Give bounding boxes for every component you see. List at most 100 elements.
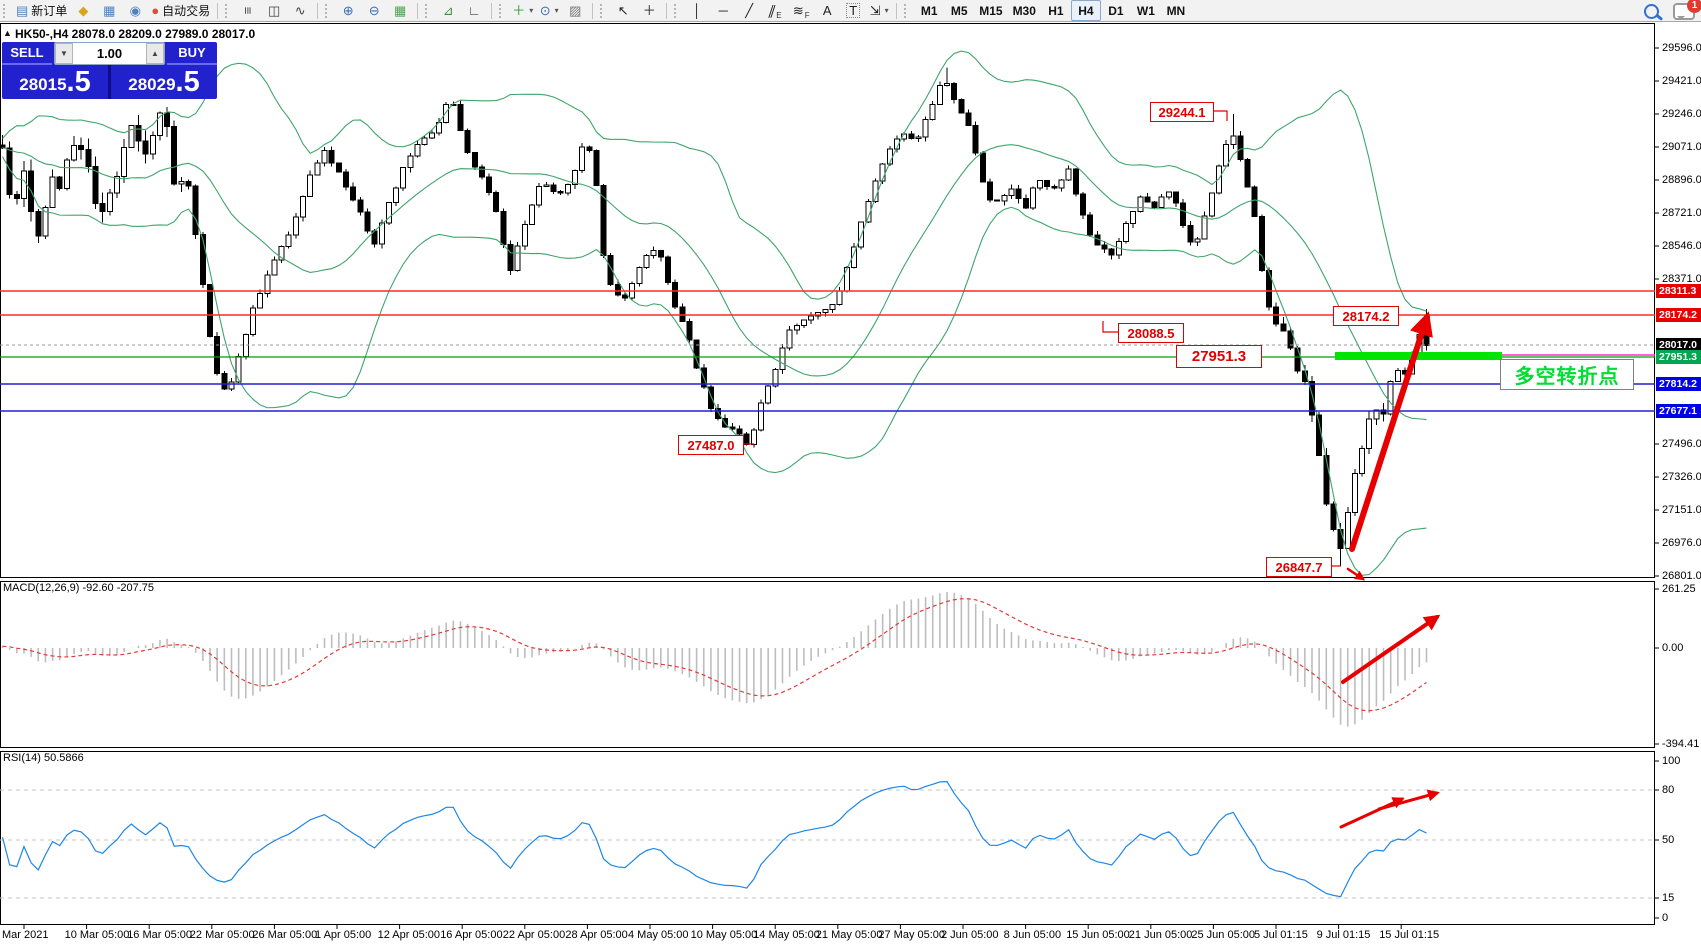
x-axis-label: 2 Jun 05:00: [941, 929, 999, 941]
vertical-line-button[interactable]: │: [684, 0, 710, 21]
zoom-out-button[interactable]: ⊖: [361, 0, 387, 21]
macd-axis-label: 261.25: [1662, 583, 1696, 595]
tf-m1[interactable]: M1: [914, 0, 944, 21]
channel-button[interactable]: ∥ E: [762, 0, 788, 21]
indicators-button[interactable]: ＋ ▾: [509, 0, 536, 21]
line-chart-button[interactable]: ∿: [287, 0, 313, 21]
sell-price[interactable]: 28015.5: [19, 66, 91, 98]
price-annotation[interactable]: 28088.5: [1118, 323, 1184, 343]
x-axis-label: 22 Mar 05:00: [189, 929, 255, 941]
volume-stepper[interactable]: ▼ 1.00 ▲: [54, 42, 165, 65]
signals-button[interactable]: ◉: [122, 0, 148, 21]
buy-price[interactable]: 28029.5: [128, 66, 200, 98]
dropdown-caret-icon[interactable]: ▾: [884, 6, 889, 15]
trend-arrow[interactable]: [1349, 311, 1433, 552]
price-axis-badge: 27677.1: [1656, 404, 1701, 418]
bar-chart-button[interactable]: ≡: [235, 0, 261, 21]
tf-h1[interactable]: H1: [1041, 0, 1071, 21]
label-button[interactable]: T: [840, 0, 866, 21]
price-annotation[interactable]: 26847.7: [1266, 557, 1332, 577]
symbol-marker-icon: ▲: [3, 28, 12, 38]
macd-signal-line: [2, 598, 1427, 712]
macd-histogram: [1, 592, 1428, 727]
rsi-axis-label: 0: [1662, 912, 1669, 924]
sell-button[interactable]: SELL: [2, 42, 52, 65]
price-axis-badge: 28311.3: [1656, 284, 1701, 298]
turning-point-callout[interactable]: 多空转折点: [1500, 359, 1634, 390]
x-axis-label: 26 Mar 05:00: [252, 929, 318, 941]
autotrading-button-label: 自动交易: [162, 4, 211, 18]
price-annotation[interactable]: 29244.1: [1150, 102, 1214, 122]
chart-shift-button[interactable]: ∟: [461, 0, 487, 21]
toolbar-separator: [317, 2, 319, 19]
fibonacci-button[interactable]: ≋ F: [788, 0, 814, 21]
y-axis-label: 28371.0: [1662, 273, 1701, 285]
auto-scroll-button[interactable]: ⊿: [435, 0, 461, 21]
volume-decrease-button[interactable]: ▼: [55, 43, 73, 64]
tf-h4[interactable]: H4: [1070, 0, 1101, 21]
templates-button[interactable]: ▨: [562, 0, 588, 21]
header-icons: 1: [1644, 0, 1701, 20]
text-button[interactable]: A: [814, 0, 840, 21]
dropdown-caret-icon[interactable]: ▾: [554, 6, 559, 15]
rsi-pane[interactable]: [0, 751, 1655, 925]
rsi-axis-label: 15: [1662, 892, 1675, 904]
trend-arrow[interactable]: [1339, 797, 1405, 829]
x-axis-label: Mar 2021: [2, 929, 49, 941]
toolbar-grip: [225, 3, 232, 18]
x-axis-label: 28 Apr 05:00: [565, 929, 628, 941]
periods-button[interactable]: ⊙ ▾: [536, 0, 562, 21]
price-annotation[interactable]: 27951.3: [1176, 345, 1262, 368]
zoom-in-button[interactable]: ⊕: [335, 0, 361, 21]
x-axis-label: 16 Mar 05:00: [127, 929, 193, 941]
text-icon: A: [822, 3, 832, 18]
price-annotation[interactable]: 28174.2: [1333, 306, 1399, 326]
volume-value[interactable]: 1.00: [96, 46, 123, 61]
y-axis-label: 27496.0: [1662, 438, 1701, 450]
x-axis-label: 10 Mar 05:00: [64, 929, 130, 941]
x-axis-label: 10 May 05:00: [690, 929, 758, 941]
notification-badge: 1: [1687, 0, 1701, 13]
trend-arrow[interactable]: [1341, 614, 1441, 684]
tf-mn[interactable]: MN: [1161, 0, 1191, 21]
x-axis-label: 12 Apr 05:00: [377, 929, 440, 941]
tile-windows-button[interactable]: ▦: [387, 0, 413, 21]
horizontal-line-button[interactable]: ─: [710, 0, 736, 21]
highlight-green-bar[interactable]: [1335, 352, 1502, 360]
buy-button[interactable]: BUY: [167, 42, 217, 65]
trendline-button[interactable]: ╱: [736, 0, 762, 21]
x-axis-label: 9 Jul 01:15: [1316, 929, 1371, 941]
price-annotation[interactable]: 27487.0: [678, 435, 744, 455]
main-pane[interactable]: [0, 23, 1655, 578]
new-order-icon: ▤: [16, 3, 29, 18]
one-click-trade-panel: SELL ▼ 1.00 ▲ BUY 28015.5 28029.5: [2, 42, 217, 99]
toolbar-separator: [491, 2, 493, 19]
chat-icon[interactable]: 1: [1673, 0, 1701, 20]
cursor-button[interactable]: ↖: [610, 0, 636, 21]
tf-m15[interactable]: M15: [974, 0, 1007, 21]
macd-pane[interactable]: [0, 581, 1655, 748]
candlestick-button[interactable]: ◫: [261, 0, 287, 21]
market-depth-button[interactable]: ◆: [70, 0, 96, 21]
x-axis-label: 25 Jun 05:00: [1191, 929, 1256, 941]
tf-d1[interactable]: D1: [1101, 0, 1131, 21]
chart-window-button[interactable]: ▦: [96, 0, 122, 21]
periods-icon: ⊙: [539, 3, 551, 18]
y-axis-label: 29596.0: [1662, 42, 1701, 54]
arrows-button[interactable]: ⇲ ▾: [866, 0, 892, 21]
new-order-button[interactable]: ▤ 新订单: [13, 0, 70, 21]
zoom-out-icon: ⊖: [368, 3, 380, 18]
trend-arrow[interactable]: [1377, 789, 1440, 811]
volume-increase-button[interactable]: ▲: [146, 43, 164, 64]
dropdown-caret-icon[interactable]: ▾: [529, 6, 534, 15]
tf-m5[interactable]: M5: [944, 0, 974, 21]
tf-m30[interactable]: M30: [1008, 0, 1041, 21]
autotrading-button[interactable]: ● 自动交易: [148, 0, 213, 21]
tf-d1-label: D1: [1108, 3, 1124, 18]
trend-arrow[interactable]: [1346, 567, 1366, 581]
indicators-icon: ＋: [512, 3, 526, 18]
crosshair-button[interactable]: ＋: [636, 0, 662, 21]
tf-w1[interactable]: W1: [1131, 0, 1161, 21]
search-icon[interactable]: [1644, 3, 1659, 19]
